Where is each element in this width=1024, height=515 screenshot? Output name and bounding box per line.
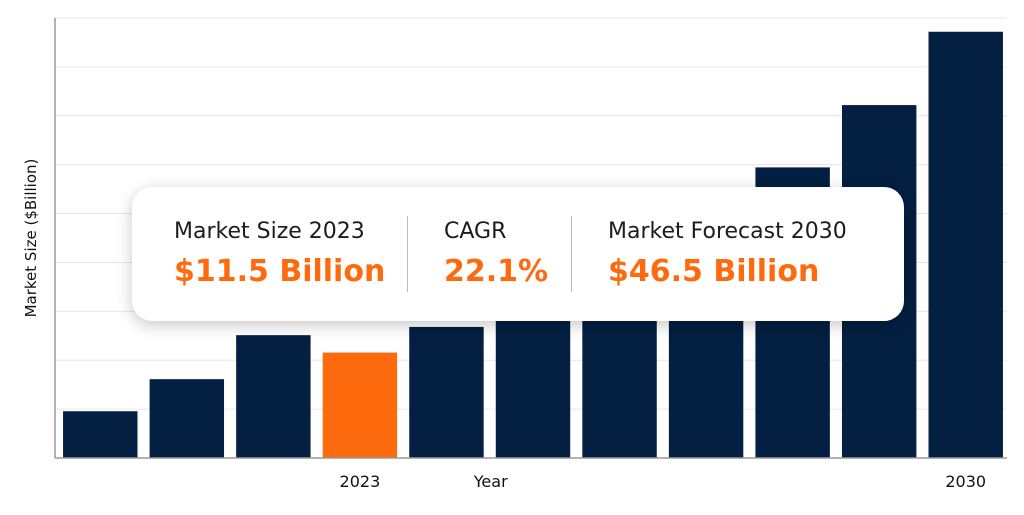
cagr-stat: CAGR 22.1%	[408, 216, 571, 292]
bar-2023	[322, 352, 398, 458]
x-tick-label: 2023	[340, 472, 381, 491]
forecast-stat: Market Forecast 2030 $46.5 Billion	[572, 216, 847, 292]
bar-2025	[495, 297, 571, 458]
bar-2022	[236, 335, 311, 458]
stat-divider	[571, 216, 572, 292]
cagr-label: CAGR	[444, 219, 507, 244]
market-size-label: Market Size 2023	[174, 219, 365, 244]
bar-2021	[149, 379, 225, 458]
forecast-label: Market Forecast 2030	[608, 219, 847, 244]
x-tick-label: 2030	[945, 472, 986, 491]
bar-2030	[928, 31, 1003, 458]
cagr-value: 22.1%	[444, 254, 549, 289]
market-size-stat: Market Size 2023 $11.5 Billion	[132, 216, 407, 292]
y-axis-label: Market Size ($Billion)	[22, 158, 40, 318]
x-axis-label: Year	[473, 472, 508, 491]
market-summary-card: Market Size 2023 $11.5 Billion CAGR 22.1…	[132, 187, 904, 321]
forecast-value: $46.5 Billion	[608, 254, 820, 289]
bar-2020	[63, 411, 138, 458]
bar-2024	[409, 326, 484, 458]
market-size-value: $11.5 Billion	[174, 254, 386, 289]
stat-divider	[407, 216, 408, 292]
